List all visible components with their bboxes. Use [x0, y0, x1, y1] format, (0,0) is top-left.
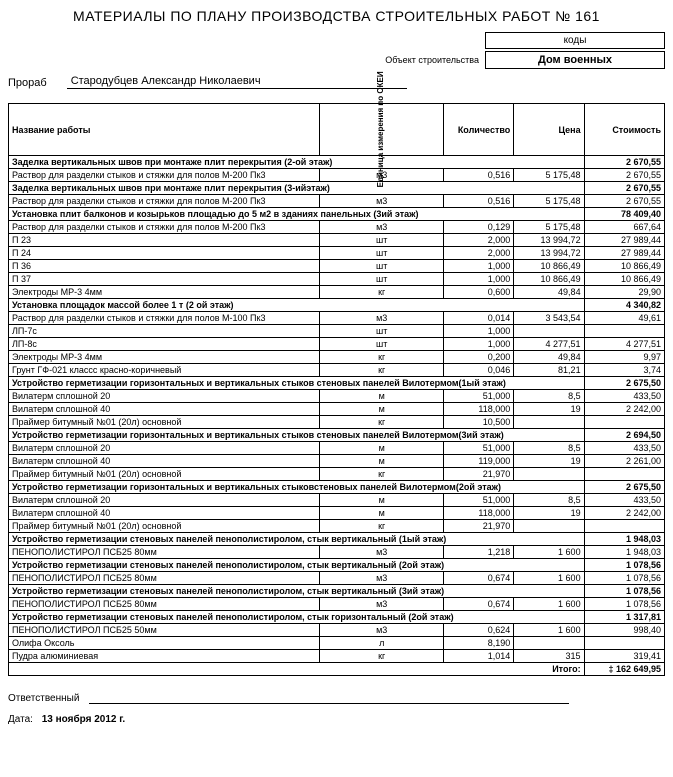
table-row: Раствор для разделки стыков и стяжки для… — [9, 195, 665, 208]
table-row: Вилатерм сплошной 40м119,000192 261,00 — [9, 455, 665, 468]
table-row: Раствор для разделки стыков и стяжки для… — [9, 169, 665, 182]
group-row: Устройство герметизации стеновых панелей… — [9, 611, 665, 624]
prorab-label: Прораб — [8, 77, 47, 89]
table-row: Вилатерм сплошной 20м51,0008,5433,50 — [9, 494, 665, 507]
table-row: Вилатерм сплошной 20м51,0008,5433,50 — [9, 390, 665, 403]
table-row: ПЕНОПОЛИСТИРОЛ ПСБ25 80ммм30,6741 6001 0… — [9, 572, 665, 585]
table-row: П 37шт1,00010 866,4910 866,49 — [9, 273, 665, 286]
materials-table: Название работы Единица измерения по ОКЕ… — [8, 103, 665, 676]
doc-title: МАТЕРИАЛЫ ПО ПЛАНУ ПРОИЗВОДСТВА СТРОИТЕЛ… — [8, 8, 665, 24]
table-row: ЛП-8сшт1,0004 277,514 277,51 — [9, 338, 665, 351]
table-row: Вилатерм сплошной 40м118,000192 242,00 — [9, 403, 665, 416]
group-row: Устройство герметизации горизонтальных и… — [9, 377, 665, 390]
group-row: Устройство герметизации стеновых панелей… — [9, 585, 665, 598]
group-row: Установка плит балконов и козырьков площ… — [9, 208, 665, 221]
table-row: Грунт ГФ-021 классс красно-коричневыйкг0… — [9, 364, 665, 377]
group-row: Установка площадок массой более 1 т (2 о… — [9, 299, 665, 312]
prorab-name: Стародубцев Александр Николаевич — [67, 75, 407, 89]
th-qty: Количество — [443, 104, 513, 156]
table-row: Электроды МР-3 4ммкг0,20049,849,97 — [9, 351, 665, 364]
table-row: Электроды МР-3 4ммкг0,60049,8429,90 — [9, 286, 665, 299]
table-row: Раствор для разделки стыков и стяжки для… — [9, 312, 665, 325]
responsible-line — [89, 692, 569, 704]
table-row: Вилатерм сплошной 40м118,000192 242,00 — [9, 507, 665, 520]
group-row: Устройство герметизации горизонтальных и… — [9, 429, 665, 442]
responsible-label: Ответственный — [8, 693, 79, 704]
th-cost: Стоимость — [584, 104, 664, 156]
table-row: ПЕНОПОЛИСТИРОЛ ПСБ25 80ммм31,2181 6001 9… — [9, 546, 665, 559]
codes-box: коды — [485, 32, 665, 49]
date-label: Дата: — [8, 714, 33, 725]
th-unit: Единица измерения по ОКЕИ — [320, 104, 444, 156]
th-price: Цена — [514, 104, 584, 156]
group-row: Заделка вертикальных швов при монтаже пл… — [9, 156, 665, 169]
grand-total-row: Итого:‡ 162 649,95 — [9, 663, 665, 676]
object-value: Дом военных — [485, 51, 665, 69]
group-row: Заделка вертикальных швов при монтаже пл… — [9, 182, 665, 195]
table-row: Праймер битумный №01 (20л) основнойкг21,… — [9, 468, 665, 481]
table-row: ЛП-7сшт1,000 — [9, 325, 665, 338]
th-name: Название работы — [9, 104, 320, 156]
group-row: Устройство герметизации стеновых панелей… — [9, 533, 665, 546]
table-row: Раствор для разделки стыков и стяжки для… — [9, 221, 665, 234]
table-row: Вилатерм сплошной 20м51,0008,5433,50 — [9, 442, 665, 455]
table-row: П 36шт1,00010 866,4910 866,49 — [9, 260, 665, 273]
table-row: ПЕНОПОЛИСТИРОЛ ПСБ25 50ммм30,6241 600998… — [9, 624, 665, 637]
date-value: 13 ноября 2012 г. — [42, 714, 126, 725]
table-row: ПЕНОПОЛИСТИРОЛ ПСБ25 80ммм30,6741 6001 0… — [9, 598, 665, 611]
table-row: Олифа Оксольл8,190 — [9, 637, 665, 650]
table-row: Праймер битумный №01 (20л) основнойкг10,… — [9, 416, 665, 429]
group-row: Устройство герметизации стеновых панелей… — [9, 559, 665, 572]
table-row: П 23шт2,00013 994,7227 989,44 — [9, 234, 665, 247]
object-label: Объект строительства — [385, 55, 479, 65]
table-row: Праймер битумный №01 (20л) основнойкг21,… — [9, 520, 665, 533]
table-row: Пудра алюминиеваякг1,014315319,41 — [9, 650, 665, 663]
table-row: П 24шт2,00013 994,7227 989,44 — [9, 247, 665, 260]
group-row: Устройство герметизации горизонтальных и… — [9, 481, 665, 494]
